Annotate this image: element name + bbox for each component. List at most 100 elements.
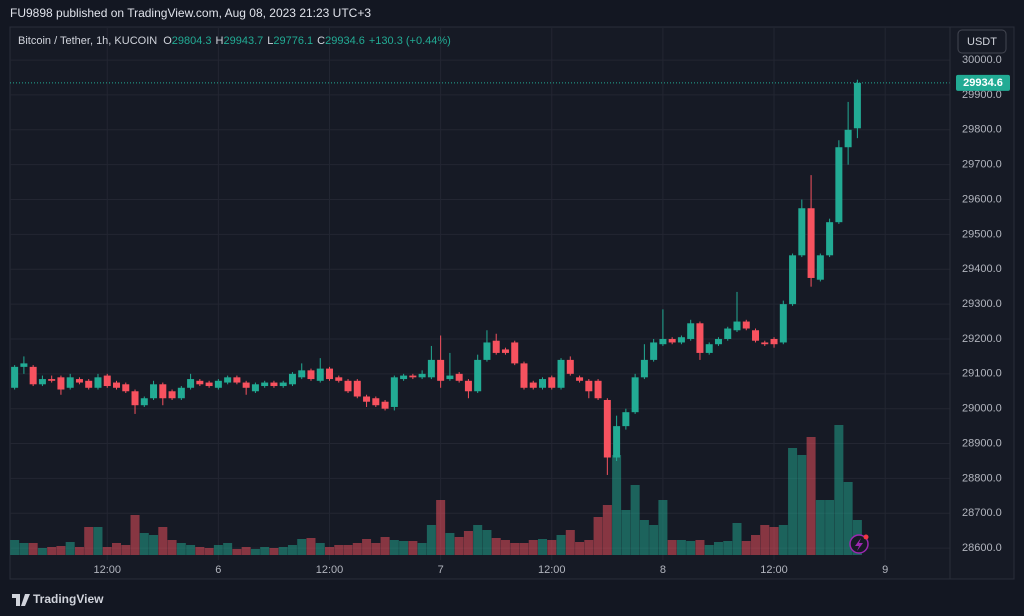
candle-body xyxy=(131,391,139,406)
candle-body xyxy=(752,330,760,341)
candle-body xyxy=(177,387,185,399)
candle-body xyxy=(826,222,834,256)
candle-body xyxy=(418,373,426,378)
volume-bar xyxy=(149,535,159,555)
volume-bar xyxy=(769,527,779,555)
candle-body xyxy=(168,391,176,399)
candle-body xyxy=(85,380,93,388)
volume-bar xyxy=(778,525,788,555)
candle-body xyxy=(501,349,509,353)
candle-body xyxy=(372,398,380,406)
candle-body xyxy=(214,380,222,388)
x-tick-label: 12:00 xyxy=(93,564,121,576)
volume-bar xyxy=(593,517,603,555)
candle-body xyxy=(57,377,65,390)
candle-body xyxy=(511,342,519,364)
icon-bolt[interactable] xyxy=(855,538,863,551)
candle-body xyxy=(770,338,778,345)
x-tick-label: 8 xyxy=(660,564,666,576)
y-tick-label: 29600.0 xyxy=(962,193,1002,205)
candle-body xyxy=(307,370,315,380)
candle-body xyxy=(724,328,732,339)
currency-label[interactable]: USDT xyxy=(967,36,997,48)
volume-bar xyxy=(584,540,594,555)
candle-body xyxy=(48,379,56,381)
candle-body xyxy=(196,380,204,385)
candle-body xyxy=(576,377,584,381)
volume-bar xyxy=(65,542,75,555)
volume-bar xyxy=(741,541,751,555)
volume-bar xyxy=(676,540,686,555)
candle-body xyxy=(668,338,676,343)
candle-body xyxy=(622,412,630,427)
volume-bar xyxy=(621,510,631,555)
volume-bar xyxy=(815,500,825,555)
candle-body xyxy=(714,338,722,345)
volume-bar xyxy=(37,548,47,555)
volume-bar xyxy=(797,455,807,555)
volume-bar xyxy=(445,533,455,555)
candle-body xyxy=(779,304,787,343)
candle-body xyxy=(288,373,296,385)
ohlc-label: O xyxy=(163,35,172,47)
volume-bar xyxy=(713,542,723,555)
volume-bar xyxy=(19,543,29,555)
brand-name: TradingView xyxy=(33,592,104,606)
candle-body xyxy=(298,370,306,378)
volume-bar xyxy=(74,547,84,555)
candle-body xyxy=(29,366,37,385)
ohlc-value: 29776.1 xyxy=(273,35,313,47)
volume-bar xyxy=(176,543,186,555)
icon-dot[interactable] xyxy=(863,534,869,540)
candle-body xyxy=(261,382,269,387)
candle-body xyxy=(816,255,824,280)
x-tick-label: 12:00 xyxy=(760,564,788,576)
volume-bar xyxy=(167,540,177,555)
volume-bar xyxy=(751,535,761,555)
currency-button[interactable] xyxy=(957,29,1007,54)
volume-bar xyxy=(250,549,260,555)
volume-bar xyxy=(630,485,640,555)
candle-body xyxy=(733,321,741,331)
candle-body xyxy=(409,375,417,378)
volume-bar xyxy=(491,538,501,555)
candle-body xyxy=(75,379,83,383)
volume-bar xyxy=(186,545,196,555)
volume-bar xyxy=(612,455,622,555)
candle-body xyxy=(437,359,445,381)
candle-body xyxy=(390,377,398,407)
candle-body xyxy=(224,377,232,383)
chart-panel xyxy=(9,26,1015,580)
volume-bar xyxy=(760,525,770,555)
candle-body xyxy=(344,380,352,392)
volume-bar xyxy=(389,540,399,555)
ohlc-value: 29934.6 xyxy=(325,35,365,47)
volume-bar xyxy=(278,547,288,555)
volume-bar xyxy=(213,545,223,555)
volume-bar xyxy=(84,527,94,555)
candle-body xyxy=(492,340,500,353)
volume-bar xyxy=(704,545,714,555)
volume-bar xyxy=(500,540,510,555)
plot xyxy=(10,28,950,560)
volume-bar xyxy=(195,547,205,555)
ohlc-value: 29804.3 xyxy=(172,35,212,47)
volume-bar xyxy=(436,500,446,555)
candle-body xyxy=(659,338,667,345)
volume-bar xyxy=(528,540,538,555)
candle-body xyxy=(761,342,769,345)
lightning-icon[interactable] xyxy=(849,534,869,554)
candle-body xyxy=(464,380,472,392)
volume-bar xyxy=(371,543,381,555)
price-tag-label: 29934.6 xyxy=(963,77,1003,89)
candle-body xyxy=(20,363,28,367)
y-tick-label: 29300.0 xyxy=(962,298,1002,310)
publisher-line: FU9898 published on TradingView.com, Aug… xyxy=(10,6,371,20)
legend-line: Bitcoin / Tether, 1h, KUCOIN O29804.3 H299… xyxy=(18,35,451,47)
candle-body xyxy=(251,384,259,392)
candle-body xyxy=(798,208,806,256)
candle-body xyxy=(705,344,713,353)
x-tick-label: 7 xyxy=(438,564,444,576)
candle-body xyxy=(381,401,389,409)
